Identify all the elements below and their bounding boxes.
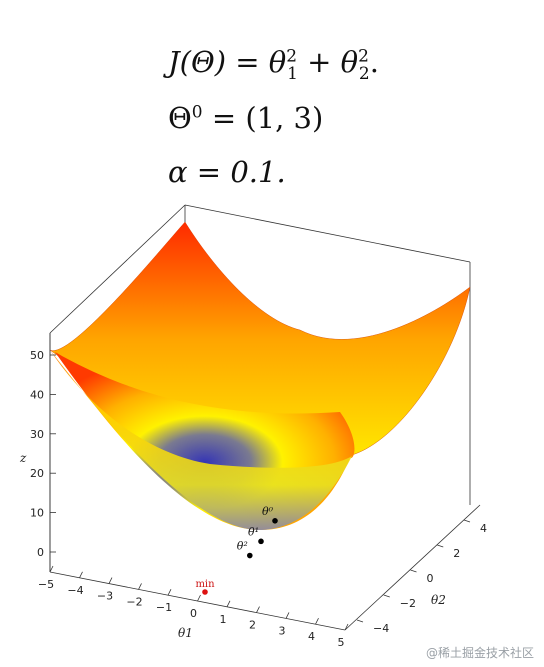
theta2-axis-ticks: −4 −2 0 2 4 — [356, 519, 487, 635]
theta2-tick-label: 0 — [427, 572, 434, 585]
point-marker — [258, 538, 264, 545]
cost-formula-lhs: J(Θ) = θ — [168, 45, 287, 79]
theta1-tick-label: 5 — [338, 636, 345, 649]
z-tick-label: 50 — [30, 349, 44, 362]
box-edge-top-left — [49, 204, 186, 334]
point-label: min — [195, 579, 215, 590]
theta1-tick-label: −5 — [38, 578, 54, 591]
point-marker — [247, 552, 253, 559]
theta1-tick-mark — [285, 612, 290, 619]
box-edge-top-back — [184, 204, 471, 263]
watermark: @稀土掘金技术社区 — [425, 646, 534, 660]
theta2-tick-label: −2 — [400, 597, 416, 610]
theta2-tick-mark — [437, 544, 444, 548]
cost-function-formula: J(Θ) = θ21 + θ22. — [168, 48, 379, 83]
theta1-tick-label: −2 — [126, 595, 142, 608]
learning-rate-formula: α = 0.1. — [168, 158, 286, 187]
cost-formula-sup1: 2 — [286, 46, 298, 67]
theta1-tick-label: 1 — [220, 613, 227, 626]
point-label: θ¹ — [248, 525, 259, 538]
theta1-tick-label: 0 — [190, 607, 197, 620]
z-tick-label: 40 — [30, 388, 44, 401]
theta1-tick-mark — [108, 577, 113, 584]
theta1-tick-mark — [49, 565, 54, 573]
theta2-tick-label: 2 — [453, 547, 460, 560]
z-tick-label: 10 — [30, 507, 44, 520]
theta1-axis-ticks: −5 −4 −3 −2 −1 0 1 2 3 4 5 — [38, 565, 349, 649]
theta1-tick-mark — [344, 623, 349, 631]
theta1-tick-label: 3 — [279, 624, 286, 637]
cost-formula-sup2: 2 — [358, 46, 369, 67]
z-tick-label: 0 — [37, 546, 44, 559]
theta2-tick-mark — [383, 594, 390, 598]
init-formula-lhs: Θ — [168, 101, 192, 135]
theta2-axis-line — [344, 504, 481, 631]
theta1-tick-mark — [315, 618, 319, 625]
theta1-tick-mark — [256, 606, 260, 613]
theta1-tick-mark — [138, 583, 142, 590]
surface-plot: 0 10 20 30 40 50 −5 −4 −3 −2 −1 0 1 2 3 4 5 −4 −2 0 2 4 z θ… — [19, 204, 487, 649]
cost-formula-mid: + θ — [297, 45, 359, 79]
cost-formula-sub2: 2 — [358, 63, 370, 84]
theta2-tick-mark — [356, 619, 364, 623]
init-formula-rhs: = (1, 3) — [202, 101, 324, 135]
theta2-axis-label: θ2 — [431, 593, 446, 607]
theta1-tick-label: −4 — [67, 584, 83, 597]
theta1-tick-mark — [79, 571, 83, 578]
z-tick-label: 30 — [30, 428, 44, 441]
theta1-tick-label: −3 — [97, 590, 113, 603]
rate-formula-text: α = 0.1. — [168, 155, 286, 189]
theta1-axis-label: θ1 — [178, 626, 193, 640]
theta1-tick-mark — [167, 589, 172, 596]
theta2-tick-label: 4 — [480, 522, 487, 535]
theta1-tick-label: −1 — [156, 601, 172, 614]
point-label: θ² — [237, 540, 248, 553]
theta1-tick-mark — [226, 600, 231, 607]
initial-point-formula: Θ0 = (1, 3) — [168, 104, 323, 133]
surface-front-lip — [50, 350, 352, 531]
z-tick-label: 20 — [30, 467, 44, 480]
theta2-tick-mark — [410, 569, 417, 573]
theta1-tick-label: 2 — [249, 619, 256, 632]
point-marker — [272, 518, 278, 524]
point-marker — [202, 589, 208, 595]
cost-formula-sub1: 1 — [287, 63, 298, 84]
init-formula-sup: 0 — [191, 102, 203, 123]
theta1-tick-label: 4 — [308, 630, 315, 643]
cost-formula-tail: . — [369, 45, 379, 79]
theta1-tick-mark — [197, 594, 201, 602]
point-label: θ⁰ — [262, 505, 274, 518]
z-axis-ticks: 0 10 20 30 40 50 — [30, 349, 56, 559]
z-axis-label: z — [19, 451, 27, 465]
theta2-tick-mark — [463, 519, 471, 523]
theta2-tick-label: −4 — [373, 622, 389, 635]
